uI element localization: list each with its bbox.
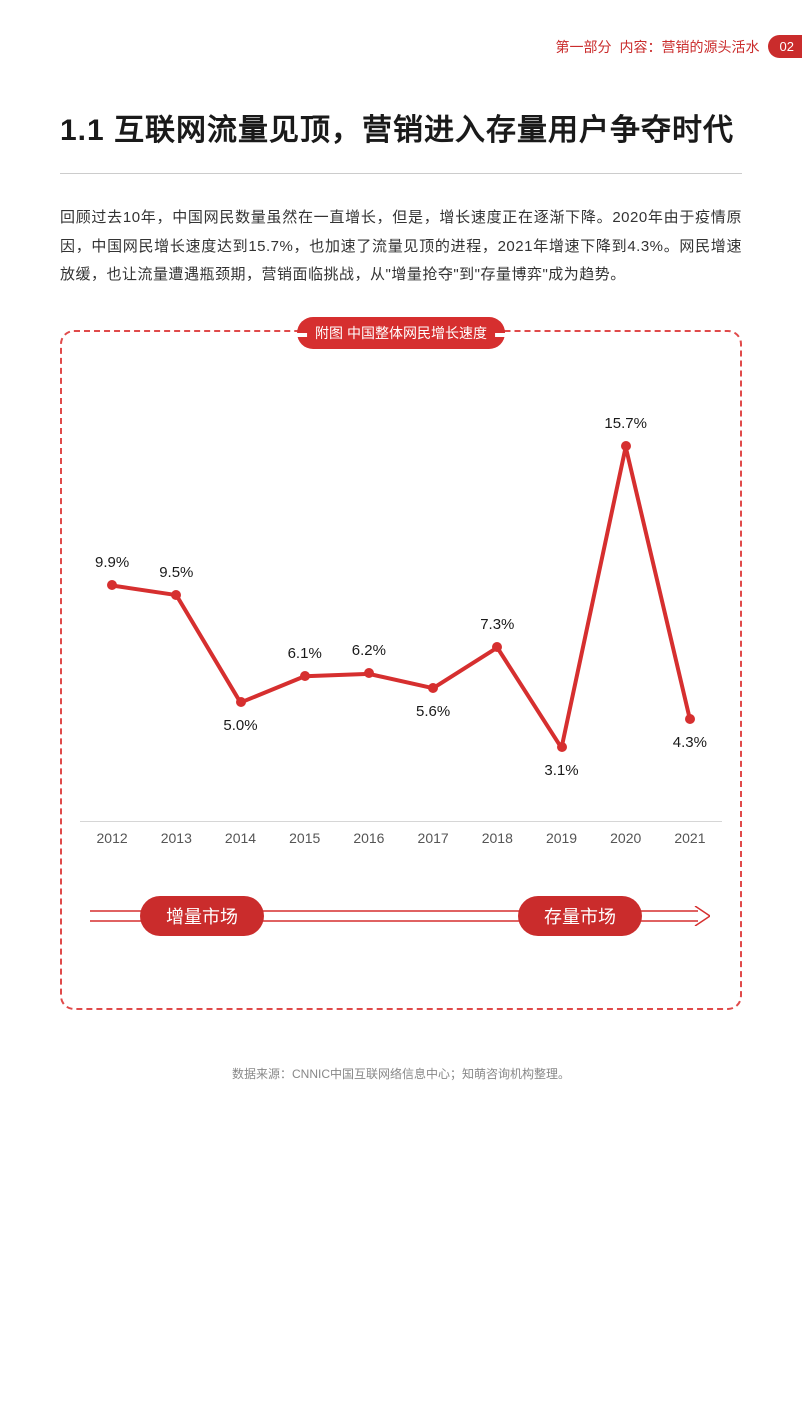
chart-plot-area: 9.9% 9.5% 5.0% 6.1% 6.2% 5.6% 7.3% 3.1% 15.7% 4.3…	[80, 392, 722, 822]
chart-point	[236, 697, 246, 707]
chart-point	[364, 668, 374, 678]
chart-year-label: 2018	[465, 830, 529, 846]
chart-point	[685, 714, 695, 724]
chart-point	[557, 742, 567, 752]
chart-line	[112, 446, 690, 747]
chart-year-label: 2014	[208, 830, 272, 846]
chart-value-label: 15.7%	[604, 415, 647, 432]
chart-value-label: 3.1%	[544, 762, 578, 779]
section-number: 1.1	[60, 114, 105, 147]
chart-value-label: 5.6%	[416, 703, 450, 720]
line-chart-svg	[80, 392, 722, 822]
title-divider	[60, 173, 742, 174]
chart-point	[621, 441, 631, 451]
chart-baseline	[80, 821, 722, 822]
market-arrow-row: 增量市场 存量市场	[80, 896, 722, 936]
chart-x-axis-labels: 2012201320142015201620172018201920202021	[80, 830, 722, 846]
market-pill-left: 增量市场	[140, 896, 264, 936]
chart-point	[107, 580, 117, 590]
chart-container: 附图 中国整体网民增长速度 9.9%9.5%5.0%6.1%6.2%5.6%7.…	[60, 330, 742, 1010]
chart-title: 附图 中国整体网民增长速度	[297, 317, 505, 349]
chart-point	[171, 590, 181, 600]
chart-year-label: 2012	[80, 830, 144, 846]
page-number-badge: 02	[768, 35, 802, 58]
chart-year-label: 2015	[273, 830, 337, 846]
page-header: 第一部分 内容：营销的源头活水 02	[60, 35, 742, 58]
chart-value-label: 9.9%	[95, 554, 129, 571]
chart-year-label: 2019	[529, 830, 593, 846]
breadcrumb-section: 内容：营销的源头活水	[620, 37, 760, 57]
chart-value-label: 6.2%	[352, 642, 386, 659]
chart-value-label: 4.3%	[673, 734, 707, 751]
chart-value-label: 6.1%	[288, 645, 322, 662]
chart-value-label: 5.0%	[223, 717, 257, 734]
chart-point	[300, 671, 310, 681]
market-pill-right: 存量市场	[518, 896, 642, 936]
section-title: 1.1 互联网流量见顶，营销进入存量用户争夺时代	[60, 108, 742, 153]
chart-point	[492, 642, 502, 652]
breadcrumb-part: 第一部分	[556, 37, 612, 57]
chart-value-label: 7.3%	[480, 616, 514, 633]
chart-year-label: 2016	[337, 830, 401, 846]
chart-year-label: 2017	[401, 830, 465, 846]
chart-value-label: 9.5%	[159, 564, 193, 581]
chart-year-label: 2013	[144, 830, 208, 846]
section-title-text: 互联网流量见顶，营销进入存量用户争夺时代	[114, 114, 734, 147]
body-paragraph: 回顾过去10年，中国网民数量虽然在一直增长，但是，增长速度正在逐渐下降。2020…	[60, 204, 742, 290]
chart-year-label: 2021	[658, 830, 722, 846]
chart-point	[428, 683, 438, 693]
chart-year-label: 2020	[594, 830, 658, 846]
data-source-footer: 数据来源：CNNIC中国互联网络信息中心；知萌咨询机构整理。	[60, 1065, 742, 1082]
